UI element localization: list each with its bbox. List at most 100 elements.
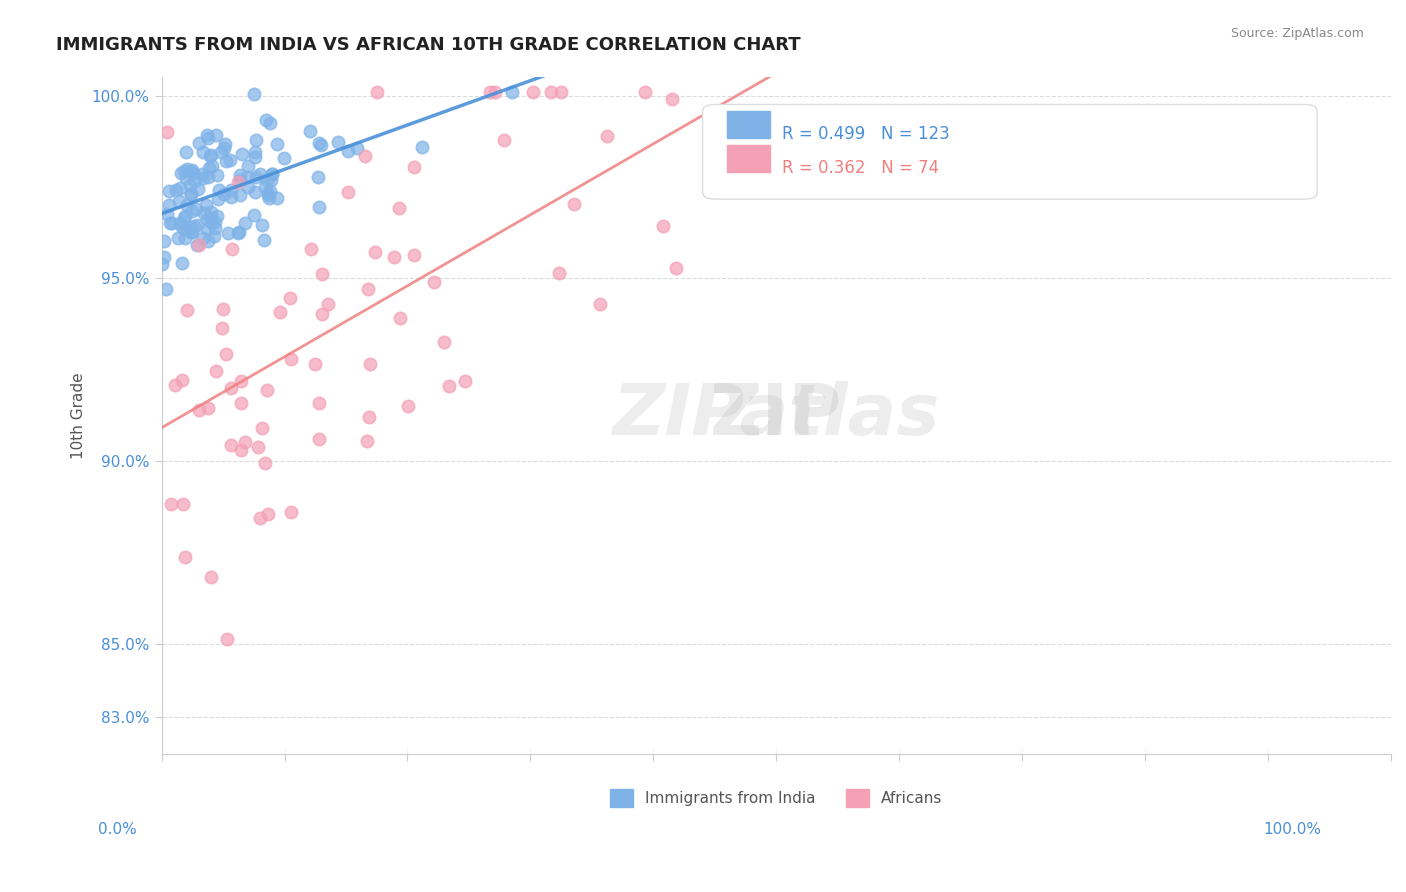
Point	[304, 357, 326, 371]
Point	[187, 238, 209, 252]
Point	[308, 200, 330, 214]
Point	[167, 231, 190, 245]
Point	[548, 266, 571, 280]
Point	[245, 133, 267, 147]
Point	[229, 172, 252, 186]
Point	[205, 128, 228, 143]
Point	[236, 159, 259, 173]
Point	[188, 136, 211, 150]
Point	[170, 373, 193, 387]
Point	[311, 267, 333, 281]
Point	[197, 234, 219, 248]
Point	[183, 219, 205, 233]
Text: Source: ZipAtlas.com: Source: ZipAtlas.com	[1230, 27, 1364, 40]
Point	[402, 161, 425, 175]
Point	[311, 307, 333, 321]
Point	[494, 133, 516, 147]
Point	[181, 166, 204, 180]
Point	[354, 148, 377, 162]
Point	[259, 116, 281, 130]
Point	[176, 161, 198, 176]
Point	[245, 186, 267, 200]
Point	[231, 442, 253, 457]
Point	[200, 211, 222, 226]
Text: R = 0.499   N = 123: R = 0.499 N = 123	[783, 125, 950, 143]
Point	[214, 141, 236, 155]
Point	[160, 216, 183, 230]
Point	[193, 206, 215, 220]
Point	[269, 304, 291, 318]
Point	[204, 364, 226, 378]
Point	[156, 207, 179, 221]
FancyBboxPatch shape	[703, 104, 1317, 199]
Point	[173, 163, 195, 178]
Point	[212, 301, 235, 316]
Point	[159, 216, 181, 230]
Point	[280, 505, 302, 519]
Point	[172, 497, 194, 511]
Point	[188, 403, 211, 417]
Point	[176, 198, 198, 212]
Point	[184, 202, 207, 217]
Point	[388, 311, 411, 326]
Point	[359, 357, 381, 371]
Point	[366, 85, 388, 99]
Point	[174, 210, 197, 224]
Point	[208, 183, 231, 197]
Point	[193, 231, 215, 245]
Point	[201, 160, 224, 174]
Point	[214, 137, 236, 152]
Point	[205, 210, 228, 224]
Point	[198, 149, 221, 163]
Point	[229, 395, 252, 409]
Bar	[727, 145, 770, 172]
Point	[204, 221, 226, 235]
Point	[700, 161, 723, 175]
Point	[229, 188, 252, 202]
Point	[256, 173, 278, 187]
Point	[200, 214, 222, 228]
Point	[219, 381, 242, 395]
Point	[250, 218, 273, 232]
Point	[316, 297, 339, 311]
Point	[212, 186, 235, 201]
Point	[266, 191, 288, 205]
Point	[260, 173, 283, 187]
Point	[404, 248, 426, 262]
Point	[195, 221, 218, 235]
Point	[634, 85, 657, 99]
Point	[231, 374, 253, 388]
Point	[249, 510, 271, 524]
Point	[246, 440, 269, 454]
Point	[160, 497, 183, 511]
Point	[326, 135, 349, 149]
Point	[180, 187, 202, 202]
Point	[236, 170, 259, 185]
Point	[245, 169, 267, 184]
Point	[388, 201, 411, 215]
Point	[501, 85, 523, 99]
Point	[202, 228, 225, 243]
Legend: Immigrants from India, Africans: Immigrants from India, Africans	[603, 782, 949, 814]
Point	[423, 275, 446, 289]
Point	[205, 168, 228, 182]
Point	[191, 170, 214, 185]
Point	[308, 136, 330, 151]
Point	[280, 352, 302, 367]
Point	[250, 420, 273, 434]
Point	[186, 238, 208, 252]
Point	[156, 125, 179, 139]
Point	[357, 410, 380, 425]
Point	[152, 256, 174, 270]
Point	[215, 153, 238, 168]
Point	[152, 250, 174, 264]
Point	[479, 85, 502, 99]
Point	[307, 169, 329, 184]
Point	[219, 190, 242, 204]
Point	[661, 92, 683, 106]
Point	[217, 227, 239, 241]
Point	[273, 151, 295, 165]
Point	[179, 187, 201, 202]
Bar	[727, 112, 770, 138]
Point	[180, 221, 202, 235]
